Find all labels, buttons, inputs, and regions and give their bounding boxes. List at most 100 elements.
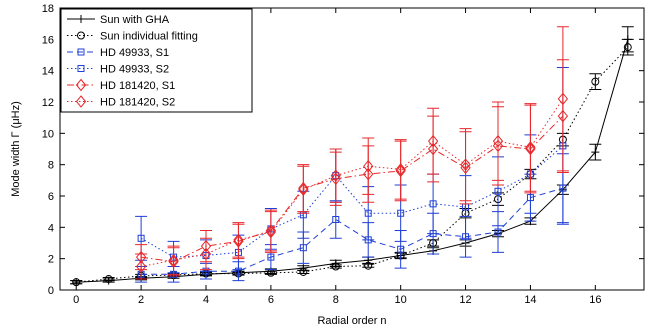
x-tick-label: 10 xyxy=(395,294,407,306)
y-tick-label: 6 xyxy=(48,191,54,203)
y-tick-label: 14 xyxy=(42,66,54,78)
x-tick-label: 0 xyxy=(73,294,79,306)
data-point xyxy=(298,183,309,197)
error-bar xyxy=(621,38,634,56)
legend-item-4: HD 181420, S1 xyxy=(67,78,175,92)
series-line xyxy=(141,98,564,267)
legend-item-2: HD 49933, S1 xyxy=(67,47,169,59)
data-point xyxy=(494,228,502,236)
data-point xyxy=(168,253,179,267)
error-bar xyxy=(102,276,115,282)
x-tick-label: 8 xyxy=(333,294,339,306)
x-tick-label: 2 xyxy=(138,294,144,306)
error-bar xyxy=(264,211,277,253)
data-point xyxy=(397,209,405,217)
error-bar xyxy=(394,139,407,200)
data-point xyxy=(364,261,373,270)
data-point xyxy=(557,92,569,106)
x-tick-label: 14 xyxy=(524,294,536,306)
error-bar xyxy=(329,148,342,203)
legend-item-5: HD 181420, S2 xyxy=(67,95,175,109)
legend-marker xyxy=(75,78,87,92)
y-tick-label: 18 xyxy=(42,3,54,15)
error-bar xyxy=(362,263,375,268)
data-point xyxy=(332,216,340,223)
error-bar xyxy=(556,26,569,172)
legend-marker xyxy=(77,31,85,40)
y-tick-label: 16 xyxy=(42,34,54,46)
legend-label: HD 49933, S1 xyxy=(100,47,169,59)
legend-box xyxy=(60,8,253,113)
data-point xyxy=(267,253,275,261)
legend-label: HD 181420, S2 xyxy=(100,97,175,109)
data-point xyxy=(591,77,600,86)
legend-marker xyxy=(77,48,85,56)
y-tick-label: 10 xyxy=(42,128,54,140)
data-point xyxy=(135,260,147,273)
x-tick-label: 4 xyxy=(203,294,209,306)
data-point xyxy=(200,247,212,261)
error-bar xyxy=(200,237,212,271)
y-tick-label: 12 xyxy=(42,97,54,109)
data-point xyxy=(492,134,504,148)
error-bar xyxy=(524,103,537,192)
data-point xyxy=(299,267,308,276)
error-bar xyxy=(232,222,245,258)
error-bar xyxy=(427,107,440,175)
data-point xyxy=(233,233,244,247)
error-bar xyxy=(297,269,310,275)
data-point xyxy=(623,43,632,52)
data-point xyxy=(494,187,502,195)
y-tick-label: 8 xyxy=(48,160,54,172)
legend-item-3: HD 49933, S2 xyxy=(67,64,169,76)
data-point xyxy=(265,225,277,239)
data-point xyxy=(330,169,341,182)
legend: Sun with GHA Sun individual fitting HD 499… xyxy=(60,8,253,113)
data-point xyxy=(331,262,340,271)
y-tick-label: 4 xyxy=(48,222,54,234)
x-tick-label: 16 xyxy=(589,294,601,306)
legend-label: HD 181420, S1 xyxy=(100,80,175,92)
error-bar xyxy=(362,137,375,195)
legend-item-0: Sun with GHA xyxy=(67,14,170,26)
legend-marker xyxy=(77,15,85,23)
error-bar xyxy=(492,101,504,181)
error-bar xyxy=(135,253,148,280)
error-bar xyxy=(329,264,342,269)
error-bar xyxy=(70,280,83,285)
y-axis-label: Mode width Γ (μHz) xyxy=(10,101,22,197)
data-point xyxy=(104,275,113,284)
data-point xyxy=(429,200,437,208)
axes-layer: 0 2 4 6 8 10 12 14 16 0 2 4 6 8 10 12 14 16 18 xyxy=(42,3,644,306)
legend-marker xyxy=(75,95,87,108)
series-5 xyxy=(135,26,569,280)
error-bar xyxy=(167,245,180,275)
error-bar xyxy=(297,165,310,214)
error-bar xyxy=(459,128,472,202)
x-axis-label: Radial order n xyxy=(317,315,386,327)
data-point xyxy=(364,209,372,217)
series-line xyxy=(141,115,564,263)
data-point xyxy=(299,244,307,252)
data-point xyxy=(397,245,405,253)
legend-marker xyxy=(77,65,85,72)
data-point xyxy=(591,148,600,157)
error-bar xyxy=(264,270,277,275)
data-point xyxy=(395,163,406,176)
legend-label: Sun with GHA xyxy=(100,14,170,26)
data-point xyxy=(525,141,536,154)
y-tick-label: 2 xyxy=(48,254,54,266)
legend-item-1: Sun individual fitting xyxy=(67,31,198,43)
x-tick-label: 12 xyxy=(459,294,471,306)
data-point xyxy=(427,134,439,148)
y-tick-label: 0 xyxy=(48,285,54,297)
data-point xyxy=(460,158,471,171)
legend-label: Sun individual fitting xyxy=(100,31,198,43)
error-bar xyxy=(589,73,602,90)
series-line xyxy=(76,46,629,283)
x-tick-label: 6 xyxy=(268,294,274,306)
data-point xyxy=(137,234,145,242)
series-layer xyxy=(70,26,634,287)
legend-label: HD 49933, S2 xyxy=(100,64,169,76)
